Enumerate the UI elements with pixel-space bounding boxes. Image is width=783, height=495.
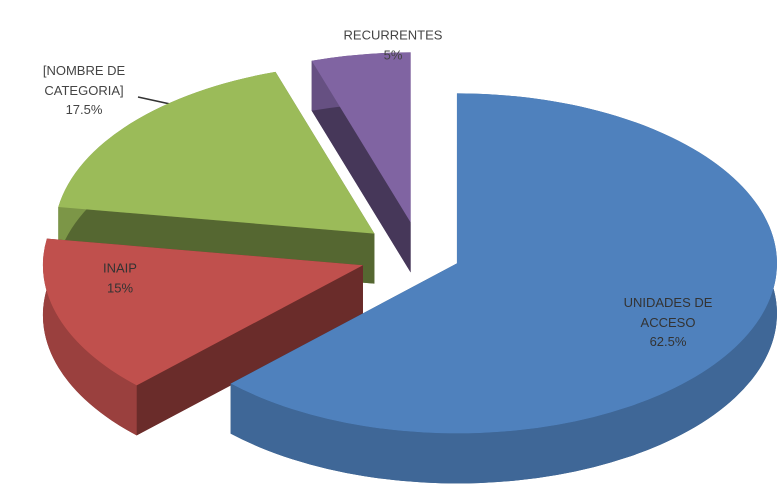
category-label: INAIP xyxy=(103,260,137,276)
slice-label: UNIDADES DE ACCESO 62.5% xyxy=(613,293,723,352)
slice-label: INAIP 15% xyxy=(80,259,160,298)
value-label: 15% xyxy=(106,280,134,295)
value-label: 5% xyxy=(383,47,403,62)
slice xyxy=(311,52,411,273)
value-label: 17.5% xyxy=(65,101,103,117)
slice-side xyxy=(311,60,411,273)
slice-label: RECURRENTES 5% xyxy=(333,26,453,65)
slice-rim xyxy=(230,93,777,484)
value-label: 62.5% xyxy=(649,333,687,349)
slice-top xyxy=(311,52,411,223)
slice-rim xyxy=(42,238,137,436)
category-label: RECURRENTES xyxy=(343,27,443,43)
slice xyxy=(230,93,777,484)
slice xyxy=(42,238,363,436)
slice-top xyxy=(58,71,375,234)
slice-top xyxy=(42,238,363,386)
category-label: UNIDADES DE ACCESO xyxy=(623,294,713,330)
slice-label: [NOMBRE DE CATEGORIA] 17.5% xyxy=(24,61,144,120)
slice-top xyxy=(230,93,777,434)
category-label: [NOMBRE DE CATEGORIA] xyxy=(42,62,126,98)
